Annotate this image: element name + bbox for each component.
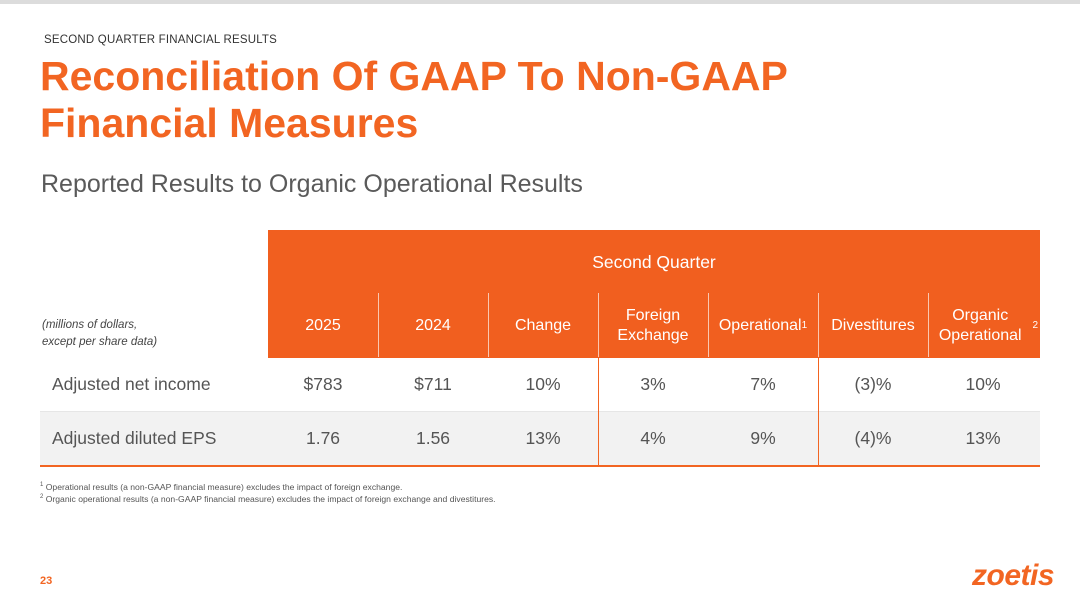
column-header-label: 2025 — [305, 316, 341, 334]
table-cell: (3)% — [854, 374, 892, 394]
page-title: Reconciliation Of GAAP To Non-GAAP Finan… — [40, 53, 940, 147]
table-cell: 9% — [750, 428, 776, 448]
table-cell: 3% — [640, 374, 666, 394]
column-header-label: Operational — [718, 316, 802, 334]
table-cell: 13% — [525, 428, 561, 448]
column-header: 2024 — [378, 293, 488, 358]
table-cell: 1.76 — [305, 428, 341, 448]
footnote-mark: 1 — [40, 482, 44, 489]
table-cell: 7% — [750, 374, 776, 394]
table-units-note: (millions of dollars, except per share d… — [42, 317, 157, 351]
table-cell: 4% — [640, 428, 666, 448]
row-label: Adjusted diluted EPS — [52, 428, 217, 448]
column-header: Foreign Exchange — [598, 293, 708, 358]
table-header-band — [268, 230, 1040, 358]
table-cell: 10% — [965, 374, 1001, 394]
table-cell: $783 — [303, 374, 343, 394]
top-rule — [0, 0, 1080, 4]
header-divider — [488, 293, 489, 357]
header-divider — [708, 293, 709, 357]
page-title-line-1: Reconciliation Of GAAP To Non-GAAP — [40, 53, 788, 99]
column-header: Organic Operational 2 — [928, 293, 1038, 358]
column-header: Change — [488, 293, 598, 358]
table-cell: 13% — [965, 428, 1001, 448]
table-cell: 10% — [525, 374, 561, 394]
section-eyebrow: SECOND QUARTER FINANCIAL RESULTS — [44, 34, 278, 46]
table-bottom-rule — [40, 465, 1040, 467]
column-header-label: 2024 — [415, 316, 451, 334]
header-divider — [598, 293, 599, 357]
column-divider — [818, 358, 819, 466]
column-header: 2025 — [268, 293, 378, 358]
row-separator — [40, 411, 1040, 412]
column-divider — [598, 358, 599, 466]
row-label: Adjusted net income — [52, 374, 211, 394]
page-number: 23 — [40, 575, 53, 587]
column-header: Divestitures — [818, 293, 928, 358]
column-header-label: Change — [514, 316, 572, 334]
table-cell: 1.56 — [415, 428, 451, 448]
page-subtitle: Reported Results to Organic Operational … — [41, 170, 583, 198]
footnote-mark: 2 — [40, 494, 44, 501]
header-divider — [928, 293, 929, 357]
column-header-label: Organic Operational — [938, 306, 1022, 344]
page-title-line-2: Financial Measures — [40, 100, 419, 146]
header-divider — [818, 293, 819, 357]
table-row — [40, 358, 1040, 411]
table-cell: (4)% — [854, 428, 892, 448]
units-line-1: (millions of dollars, — [42, 319, 138, 331]
footnote-text: Operational results (a non-GAAP financia… — [45, 482, 403, 492]
table-row — [40, 412, 1040, 465]
footnote-1: 1 Operational results (a non-GAAP financ… — [40, 482, 402, 492]
footnote-text: Organic operational results (a non-GAAP … — [45, 494, 496, 504]
column-header-label: Foreign Exchange — [617, 306, 689, 344]
units-line-2: except per share data) — [42, 336, 158, 348]
footnote-2: 2 Organic operational results (a non-GAA… — [40, 494, 496, 504]
zoetis-logo: zoetis — [972, 559, 1055, 592]
header-divider — [378, 293, 379, 357]
column-header-label: Divestitures — [831, 316, 915, 334]
table-cell: $711 — [414, 374, 452, 394]
column-header: Operational 1 — [718, 316, 808, 334]
table-group-header: Second Quarter — [592, 252, 716, 272]
